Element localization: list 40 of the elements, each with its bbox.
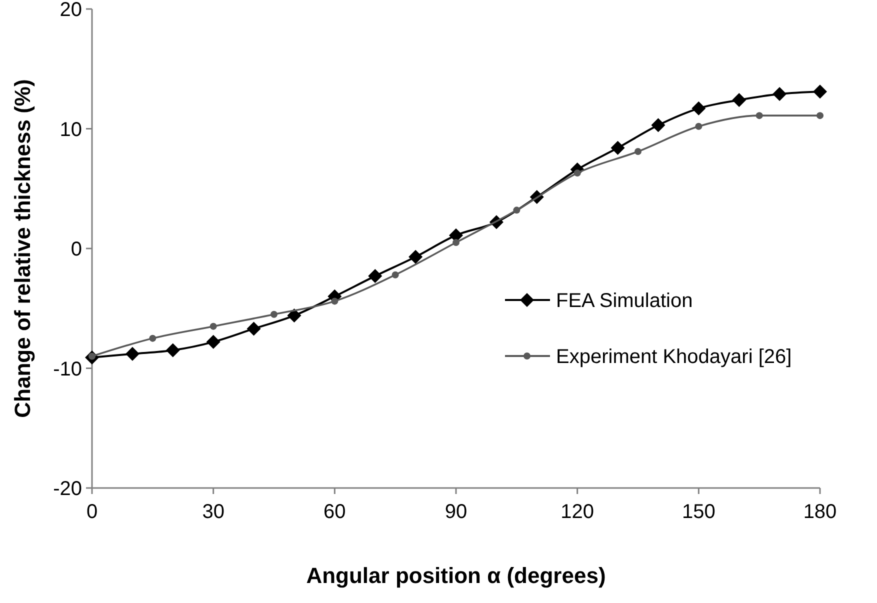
x-tick-label: 180 [803,501,837,523]
point [756,112,763,120]
point [270,310,278,318]
point [634,148,642,156]
legend-label: FEA Simulation [556,290,693,312]
point [408,250,423,264]
point [732,93,746,108]
point [695,122,702,130]
point [166,343,180,358]
legend-label: Experiment Khodayari [26] [556,346,792,368]
point [210,322,217,330]
y-tick-label: 0 [70,238,82,260]
y-tick-label: 20 [60,0,82,21]
y-tick-label: 10 [60,118,82,141]
x-tick-label: 60 [324,501,346,523]
point [651,118,666,132]
point [452,239,460,246]
x-tick-label: 0 [86,501,98,523]
point [772,87,787,102]
x-tick-label: 150 [682,501,716,523]
y-tick-label: -10 [53,358,82,380]
y-tick-label: -20 [53,478,82,500]
point [149,334,156,342]
x-tick-label: 120 [560,501,594,523]
x-tick-label: 30 [202,501,224,523]
x-tick-label: 90 [444,501,468,523]
point [331,298,338,305]
point [392,271,399,278]
point [816,112,824,120]
point [692,101,706,116]
x-axis-title: Angular position α (degrees) [306,563,606,588]
point [813,84,827,99]
point [513,206,520,214]
point [368,269,382,284]
point [610,140,625,155]
point [206,334,220,349]
point [246,322,261,336]
point [125,346,140,361]
point [287,308,302,323]
y-axis-title: Change of relative thickness (%) [10,79,35,418]
